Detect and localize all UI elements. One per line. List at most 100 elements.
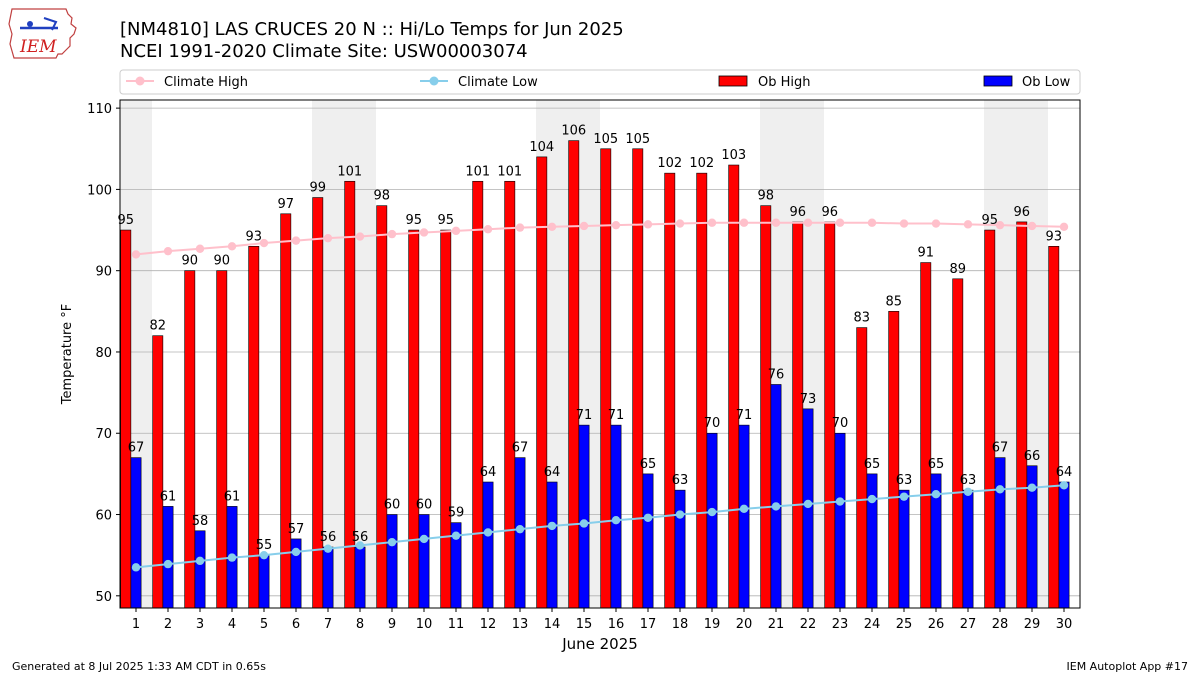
ob-low-value-label: 64	[1056, 465, 1073, 480]
climate-high-point	[739, 218, 749, 227]
legend-ob-low-label: Ob Low	[1022, 75, 1071, 90]
ob-high-value-label: 90	[181, 254, 198, 269]
ob-low-bar	[770, 384, 782, 609]
ob-low-value-label: 56	[352, 530, 369, 545]
ob-low-bar	[642, 473, 654, 609]
ob-high-bar	[536, 156, 548, 609]
ob-high-value-label: 95	[981, 213, 998, 228]
bars	[120, 140, 1070, 609]
ob-low-value-label: 64	[480, 465, 497, 480]
climate-high-point	[355, 232, 365, 241]
climate-high-point	[387, 229, 397, 239]
climate-high-point	[483, 225, 493, 234]
ob-high-value-label: 102	[689, 156, 714, 171]
climate-high-point	[675, 219, 685, 228]
ob-low-bar	[1058, 481, 1070, 609]
climate-low-point	[227, 553, 237, 562]
climate-low-point	[451, 531, 461, 540]
ob-high-value-label: 105	[625, 132, 650, 147]
x-tick-label: 5	[260, 617, 268, 632]
climate-high-point	[803, 218, 813, 227]
climate-low-point	[611, 516, 621, 525]
ob-low-bar	[482, 481, 494, 609]
climate-high-point	[451, 226, 461, 236]
ob-high-bar	[920, 262, 932, 609]
climate-high-point	[515, 223, 525, 232]
ob-high-bar	[280, 213, 292, 609]
x-tick-label: 17	[640, 617, 657, 632]
ob-high-bar	[1048, 246, 1060, 609]
chart-subtitle: NCEI 1991-2020 Climate Site: USW00003074	[120, 41, 528, 62]
climate-low-point	[707, 507, 717, 517]
ob-high-value-label: 99	[309, 181, 326, 196]
x-tick-label: 21	[768, 617, 785, 632]
ob-low-value-label: 67	[128, 441, 145, 456]
ob-low-value-label: 59	[448, 506, 465, 521]
ob-high-bar	[120, 229, 132, 609]
ob-high-value-label: 82	[149, 319, 166, 334]
ob-low-value-label: 73	[800, 392, 817, 407]
plot-frame	[119, 99, 1081, 609]
ob-high-value-label: 85	[885, 294, 902, 309]
climate-high-point	[771, 218, 781, 227]
climate-low-point	[355, 541, 365, 550]
x-tick-label: 4	[228, 617, 236, 632]
climate-low-point	[483, 528, 493, 537]
climate-low-point	[739, 504, 749, 514]
climate-high-point	[899, 219, 909, 228]
climate-low-point	[291, 547, 301, 557]
ob-high-bar	[248, 246, 260, 609]
legend-climate-high-marker	[135, 76, 145, 86]
climate-low-point	[803, 499, 813, 509]
ob-low-value-label: 67	[992, 441, 1009, 456]
ob-high-value-label: 104	[529, 140, 554, 155]
ob-high-value-label: 93	[245, 229, 262, 244]
x-tick-label: 10	[416, 617, 433, 632]
climate-low-point	[1059, 481, 1069, 490]
logo-text: IEM	[19, 37, 57, 57]
ob-low-value-label: 61	[224, 489, 241, 504]
ob-high-value-label: 98	[373, 189, 390, 204]
climate-high-point	[867, 218, 877, 227]
ob-high-value-label: 91	[917, 246, 934, 261]
y-axis-ticks: 50 60 70 80 90 100 110	[87, 102, 120, 605]
x-axis-ticks: 1 2 3 4 5 6 7 8 9 10 11 12 13 14 15 16 17 18 19 20 21 22 23 24 2…	[132, 608, 1072, 632]
x-axis-label: June 2025	[561, 635, 638, 653]
climate-low-point	[419, 534, 429, 544]
logo-wind-barb	[43, 17, 58, 31]
climate-high-point	[835, 218, 845, 227]
climate-high-point	[419, 228, 429, 237]
x-tick-label: 8	[356, 617, 364, 632]
ob-low-value-label: 71	[608, 408, 625, 423]
ob-high-bar	[440, 229, 452, 609]
ob-high-bar	[792, 221, 804, 609]
climate-low-point	[259, 550, 269, 560]
ob-high-value-label: 89	[949, 262, 966, 277]
ob-low-value-label: 70	[704, 416, 721, 431]
climate-high-point	[259, 238, 269, 248]
x-tick-label: 26	[928, 617, 945, 632]
ob-low-value-label: 63	[672, 473, 689, 488]
climate-high-point	[163, 246, 173, 256]
ob-high-value-label: 96	[1013, 205, 1030, 220]
x-tick-label: 7	[324, 617, 332, 632]
climate-high-point	[1027, 221, 1037, 231]
ob-high-value-label: 95	[437, 213, 454, 228]
ob-low-value-label: 66	[1024, 449, 1041, 464]
climate-high-point	[323, 233, 333, 243]
ob-low-value-label: 65	[640, 457, 657, 472]
climate-high-point	[643, 220, 653, 229]
ob-high-value-label: 106	[561, 124, 586, 139]
y-tick-label: 80	[95, 346, 112, 361]
legend-climate-low-label: Climate Low	[458, 75, 538, 90]
x-tick-label: 13	[512, 617, 529, 632]
ob-high-bar	[696, 172, 708, 609]
climate-low-point	[323, 544, 333, 553]
climate-high-point	[931, 219, 941, 228]
climate-high-point	[995, 220, 1005, 230]
ob-high-bar	[184, 270, 196, 609]
ob-low-value-label: 63	[960, 473, 977, 488]
ob-high-bar	[504, 180, 516, 609]
logo-weather-dot	[27, 21, 33, 27]
climate-low-point	[995, 485, 1005, 494]
